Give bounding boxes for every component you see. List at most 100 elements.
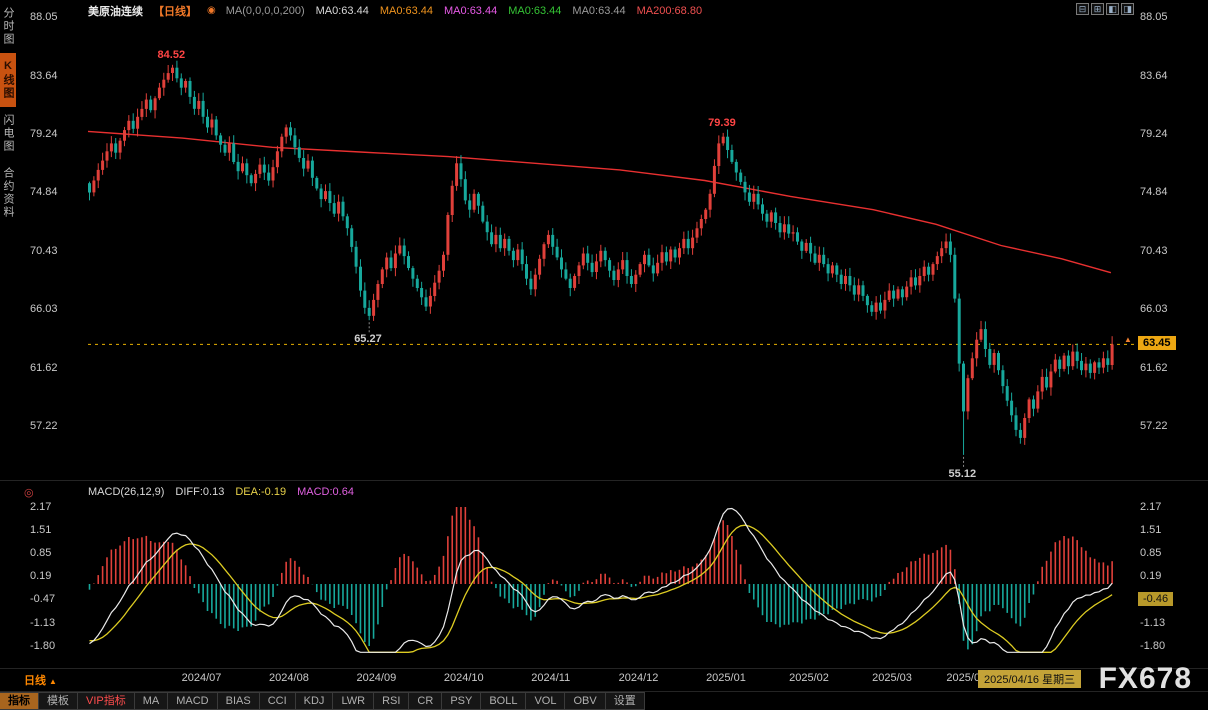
y-axis-label-left: 66.03 xyxy=(30,303,58,315)
tab-settings[interactable]: 设置 xyxy=(605,692,645,710)
macd-value-label: DEA:-0.19 xyxy=(235,486,286,498)
y-axis-label-right: 88.05 xyxy=(1140,11,1168,23)
tab-vol[interactable]: VOL xyxy=(525,692,565,710)
tab-ma[interactable]: MA xyxy=(134,692,169,710)
panel-divider xyxy=(0,480,1208,481)
indicator-cycle-icon[interactable]: ◎ xyxy=(24,486,34,499)
macd-axis-label-left: 2.17 xyxy=(30,501,51,513)
macd-axis-label-right: -1.13 xyxy=(1140,617,1165,629)
macd-axis-label-left: -1.80 xyxy=(30,640,55,652)
ma-value-label: MA0:63.44 xyxy=(572,5,625,17)
x-axis-month-label: 2025/02 xyxy=(789,672,829,684)
macd-axis-label-left: 0.19 xyxy=(30,570,51,582)
x-axis-month-label: 2024/12 xyxy=(619,672,659,684)
ma-value-label: MA0:63.44 xyxy=(380,5,433,17)
indicator-tab-bar: 指标模板VIP指标MAMACDBIASCCIKDJLWRRSICRPSYBOLL… xyxy=(0,692,645,710)
left-tab-strip: 分时图K线图闪电图合约资料 xyxy=(0,0,16,226)
macd-axis-label-right: 1.51 xyxy=(1140,524,1161,536)
x-axis-month-label: 2024/11 xyxy=(531,672,570,684)
ma-value-label: MA0:63.44 xyxy=(508,5,561,17)
tab-psy[interactable]: PSY xyxy=(441,692,481,710)
window-layout-icons: ⊟⊞◧◨ xyxy=(1076,3,1134,15)
ma-indicator-values: MA(0,0,0,0,200) MA0:63.44 MA0:63.44 MA0:63.… xyxy=(226,5,702,17)
last-price-arrow-icon: ▲ xyxy=(1124,335,1132,344)
y-axis-label-right: 66.03 xyxy=(1140,303,1168,315)
current-date-highlight: 2025/04/16 星期三 xyxy=(978,670,1081,688)
last-price-tag: 63.45 xyxy=(1138,336,1176,350)
tab-cci[interactable]: CCI xyxy=(259,692,296,710)
tab-template[interactable]: 模板 xyxy=(38,692,78,710)
macd-axis-label-left: -0.47 xyxy=(30,593,55,605)
tab-bias[interactable]: BIAS xyxy=(217,692,260,710)
tab-kdj[interactable]: KDJ xyxy=(295,692,334,710)
ma-value-label: MA0:63.44 xyxy=(316,5,369,17)
macd-axis-label-right: -1.80 xyxy=(1140,640,1165,652)
price-annotation: 65.27 xyxy=(354,333,382,345)
layout-right-icon[interactable]: ◨ xyxy=(1121,3,1134,15)
candlestick-series xyxy=(88,61,1114,455)
chart-header: 美原油连续 【日线】 ◉ MA(0,0,0,0,200) MA0:63.44 MA0… xyxy=(88,3,702,18)
y-axis-label-right: 70.43 xyxy=(1140,245,1168,257)
y-axis-label-right: 74.84 xyxy=(1140,186,1168,198)
x-axis-month-label: 2024/10 xyxy=(444,672,484,684)
price-annotation: 79.39 xyxy=(708,117,736,129)
y-axis-label-right: 61.62 xyxy=(1140,362,1168,374)
tab-time-chart[interactable]: 分时图 xyxy=(0,0,16,53)
macd-axis-label-right: 2.17 xyxy=(1140,501,1161,513)
ma-value-label: MA0:63.44 xyxy=(444,5,497,17)
y-axis-label-left: 57.22 xyxy=(30,420,58,432)
x-axis-month-label: 2025/01 xyxy=(706,672,746,684)
y-axis-label-left: 88.05 xyxy=(30,11,58,23)
macd-axis-label-right: 0.85 xyxy=(1140,547,1161,559)
x-axis-month-label: 2025/03 xyxy=(872,672,912,684)
split-2-window-icon[interactable]: ⊟ xyxy=(1076,3,1089,15)
tab-rsi[interactable]: RSI xyxy=(373,692,409,710)
tab-boll[interactable]: BOLL xyxy=(480,692,526,710)
y-axis-label-right: 79.24 xyxy=(1140,128,1168,140)
x-axis-month-label: 2024/09 xyxy=(356,672,396,684)
y-axis-label-left: 79.24 xyxy=(30,128,58,140)
layout-left-icon[interactable]: ◧ xyxy=(1106,3,1119,15)
ma-value-label: MA(0,0,0,0,200) xyxy=(226,5,305,17)
price-annotation: 84.52 xyxy=(158,49,186,61)
macd-last-value-tag: -0.46 xyxy=(1138,592,1173,606)
period-selector[interactable]: 日线▲ xyxy=(24,672,57,688)
chart-canvas[interactable] xyxy=(0,0,1208,710)
tab-lightning-chart[interactable]: 闪电图 xyxy=(0,107,16,160)
split-4-window-icon[interactable]: ⊞ xyxy=(1091,3,1104,15)
macd-axis-label-left: 0.85 xyxy=(30,547,51,559)
date-axis-divider xyxy=(0,668,1208,669)
macd-axis-label-left: -1.13 xyxy=(30,617,55,629)
macd-value-label: MACD:0.64 xyxy=(297,486,354,498)
macd-axis-label-left: 1.51 xyxy=(30,524,51,536)
macd-value-label: DIFF:0.13 xyxy=(175,486,224,498)
macd-value-label: MACD(26,12,9) xyxy=(88,486,164,498)
macd-axis-label-right: 0.19 xyxy=(1140,570,1161,582)
y-axis-label-left: 61.62 xyxy=(30,362,58,374)
y-axis-label-left: 83.64 xyxy=(30,70,58,82)
x-axis-month-label: 2024/08 xyxy=(269,672,309,684)
price-annotation: 55.12 xyxy=(949,468,977,480)
watermark: FX678 xyxy=(1099,662,1192,696)
tab-contract-info[interactable]: 合约资料 xyxy=(0,160,16,226)
period-selector-label: 日线 xyxy=(24,675,46,687)
macd-histogram xyxy=(90,507,1113,649)
y-axis-label-left: 74.84 xyxy=(30,186,58,198)
tab-kline-chart[interactable]: K线图 xyxy=(0,53,16,107)
tab-macd[interactable]: MACD xyxy=(167,692,217,710)
y-axis-label-right: 83.64 xyxy=(1140,70,1168,82)
tab-cr[interactable]: CR xyxy=(408,692,442,710)
tab-obv[interactable]: OBV xyxy=(564,692,605,710)
tab-lwr[interactable]: LWR xyxy=(332,692,374,710)
symbol-pin-icon[interactable]: ◉ xyxy=(207,5,216,16)
period-tag: 【日线】 xyxy=(153,3,197,19)
period-selector-arrow-icon: ▲ xyxy=(49,677,57,686)
macd-header: MACD(26,12,9) DIFF:0.13 DEA:-0.19 MACD:0.64 xyxy=(88,486,354,498)
symbol-title: 美原油连续 xyxy=(88,3,143,19)
tab-indicator[interactable]: 指标 xyxy=(0,692,39,710)
chart-app: 分时图K线图闪电图合约资料 美原油连续 【日线】 ◉ MA(0,0,0,0,20… xyxy=(0,0,1208,710)
tab-vip-indicator[interactable]: VIP指标 xyxy=(77,692,135,710)
ma-value-label: MA200:68.80 xyxy=(637,5,702,17)
x-axis-month-label: 2024/07 xyxy=(182,672,222,684)
y-axis-label-left: 70.43 xyxy=(30,245,58,257)
